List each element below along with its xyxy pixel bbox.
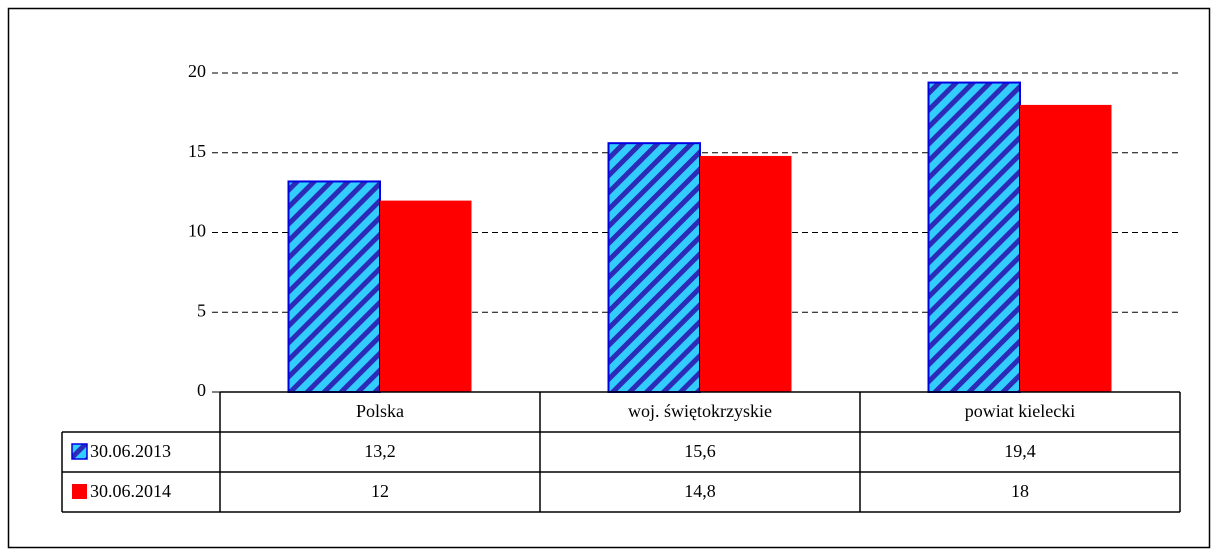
legend-label: 30.06.2013 <box>90 441 171 461</box>
bar <box>700 155 792 392</box>
legend-label: 30.06.2014 <box>90 481 171 501</box>
x-tick-label: woj. świętokrzyskie <box>628 401 772 421</box>
legend-swatch <box>71 443 88 460</box>
table-value: 15,6 <box>684 441 716 461</box>
x-tick-label: Polska <box>356 401 404 421</box>
table-value: 14,8 <box>684 481 716 501</box>
table-value: 18 <box>1011 481 1029 501</box>
x-tick-label: powiat kielecki <box>965 401 1075 421</box>
bar <box>287 180 381 393</box>
y-tick-label: 0 <box>197 380 206 400</box>
y-tick-label: 10 <box>188 221 206 241</box>
bar <box>380 200 472 392</box>
table-value: 13,2 <box>364 441 396 461</box>
bar <box>607 142 701 393</box>
y-tick-label: 5 <box>197 300 206 320</box>
y-tick-label: 15 <box>188 141 206 161</box>
legend-swatch <box>72 484 87 499</box>
y-tick-label: 20 <box>188 61 206 81</box>
bar <box>927 81 1021 393</box>
table-value: 19,4 <box>1004 441 1036 461</box>
table-value: 12 <box>371 481 389 501</box>
chart-frame <box>7 7 1211 549</box>
bar <box>1020 104 1112 393</box>
